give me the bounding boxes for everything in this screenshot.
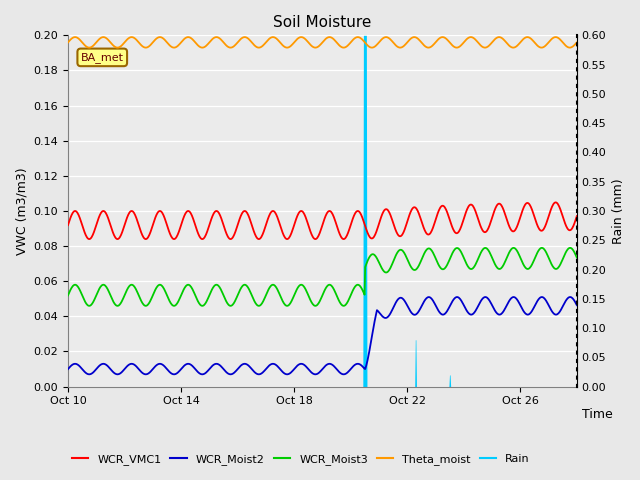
WCR_Moist3 (85, 303, 93, 309)
WCR_Moist3 (573, 255, 580, 261)
WCR_VMC1 (83, 233, 90, 239)
Y-axis label: Rain (mm): Rain (mm) (612, 178, 625, 244)
WCR_VMC1 (85, 236, 93, 242)
Theta_moist (476, 41, 483, 47)
Y-axis label: VWC (m3/m3): VWC (m3/m3) (15, 167, 28, 255)
WCR_Moist3 (476, 252, 483, 258)
WCR_Moist2 (184, 361, 192, 367)
Line: WCR_VMC1: WCR_VMC1 (68, 203, 577, 239)
WCR_Moist3 (538, 245, 546, 251)
Legend: WCR_VMC1, WCR_Moist2, WCR_Moist3, Theta_moist, Rain: WCR_VMC1, WCR_Moist2, WCR_Moist3, Theta_… (67, 450, 534, 469)
WCR_VMC1 (476, 220, 483, 226)
Theta_moist (71, 34, 79, 40)
WCR_Moist2 (83, 371, 90, 376)
WCR_Moist2 (250, 369, 257, 374)
Theta_moist (573, 39, 580, 45)
WCR_Moist3 (64, 292, 72, 298)
Line: WCR_Moist3: WCR_Moist3 (68, 248, 577, 306)
WCR_VMC1 (250, 228, 257, 234)
WCR_Moist2 (453, 294, 461, 300)
Theta_moist (184, 34, 192, 40)
Theta_moist (83, 44, 91, 50)
WCR_Moist2 (277, 367, 285, 373)
Text: BA_met: BA_met (81, 52, 124, 63)
WCR_Moist3 (184, 282, 192, 288)
WCR_VMC1 (552, 200, 559, 205)
WCR_VMC1 (353, 208, 361, 214)
WCR_Moist2 (573, 302, 580, 308)
WCR_Moist3 (277, 294, 285, 300)
WCR_Moist3 (353, 282, 361, 288)
WCR_VMC1 (573, 213, 580, 219)
X-axis label: Time: Time (582, 408, 612, 420)
Line: WCR_Moist2: WCR_Moist2 (68, 297, 577, 374)
WCR_VMC1 (184, 208, 192, 214)
WCR_VMC1 (64, 222, 72, 228)
Theta_moist (566, 45, 573, 50)
Theta_moist (277, 40, 285, 46)
WCR_VMC1 (277, 225, 285, 230)
WCR_Moist2 (85, 372, 93, 377)
Theta_moist (250, 42, 257, 48)
WCR_Moist2 (353, 361, 361, 367)
Line: Theta_moist: Theta_moist (68, 37, 577, 48)
Theta_moist (353, 34, 361, 40)
WCR_Moist2 (476, 300, 484, 305)
Theta_moist (64, 39, 72, 45)
Title: Soil Moisture: Soil Moisture (273, 15, 372, 30)
WCR_Moist3 (83, 301, 90, 307)
WCR_Moist2 (64, 366, 72, 372)
WCR_Moist3 (250, 297, 257, 303)
